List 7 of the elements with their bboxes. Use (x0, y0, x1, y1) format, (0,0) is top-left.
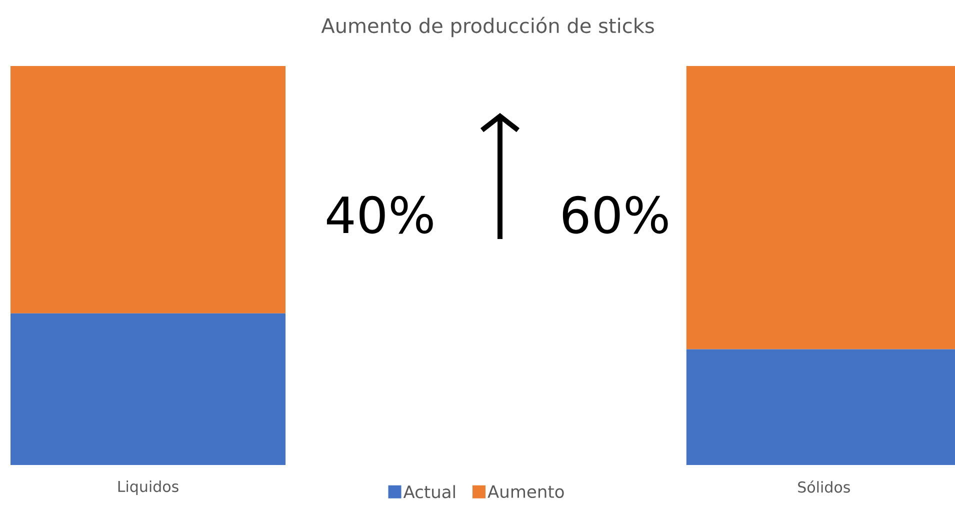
x-tick-label: Liquidos (118, 480, 178, 496)
annotation: 60% (562, 196, 668, 234)
annotation: 40% (326, 196, 433, 234)
x-tick-label: Sólidos (798, 480, 850, 493)
legend-label: Actual (403, 485, 455, 498)
legend-label: Aumento (488, 485, 564, 498)
chart-title: Aumento de producción de sticks (321, 16, 654, 38)
